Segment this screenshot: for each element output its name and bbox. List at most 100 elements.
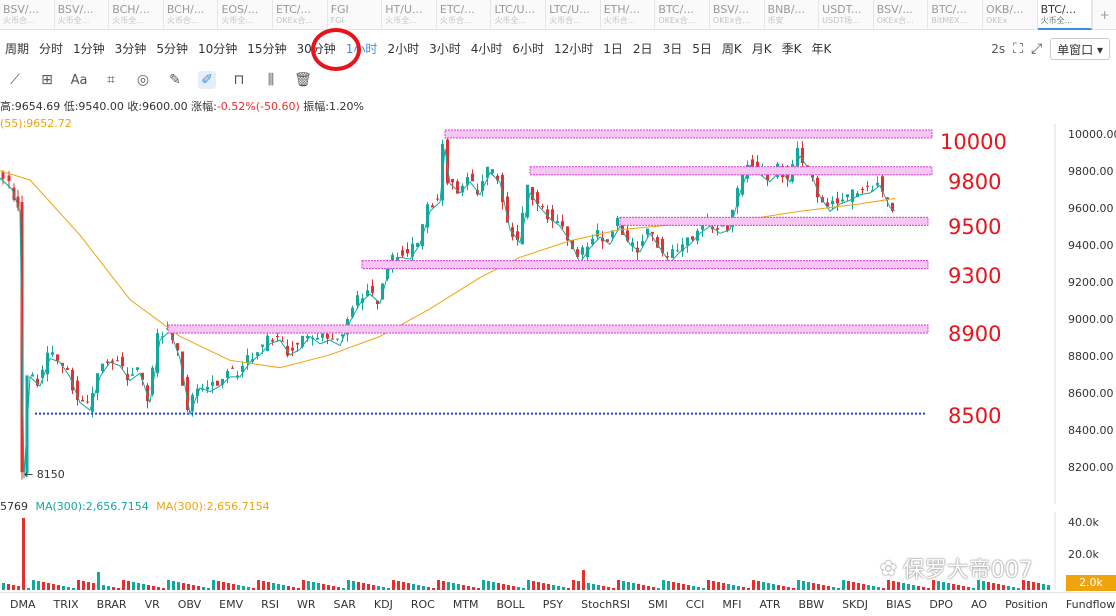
period-option[interactable]: 周K <box>721 41 742 56</box>
draw-pencil-icon[interactable]: ✐ <box>198 71 216 89</box>
symbol-tab[interactable]: BTC/... BitMEX... <box>928 0 983 30</box>
indicator-tab[interactable]: KDJ <box>373 598 393 611</box>
indicator-tab[interactable]: BRAR <box>96 598 127 611</box>
tab-name: EOS/... <box>221 3 259 16</box>
volume-bar <box>792 588 795 590</box>
indicator-tab[interactable]: AO <box>971 598 988 611</box>
indicator-tab[interactable]: SMI <box>648 598 668 611</box>
volume-bar <box>317 583 320 590</box>
volume-chart[interactable] <box>0 512 1116 590</box>
indicator-tab[interactable]: OBV <box>177 598 202 611</box>
period-option[interactable]: 1日 <box>603 41 623 56</box>
window-mode-select[interactable]: 单窗口 ▾ <box>1050 38 1110 60</box>
indicator-tab[interactable]: SAR <box>333 598 356 611</box>
symbol-tab[interactable]: LTC/U... 火币全... <box>491 0 547 30</box>
period-option[interactable]: 5分钟 <box>156 41 188 56</box>
period-option[interactable]: 月K <box>751 41 772 56</box>
magnet-icon[interactable]: ◎ <box>136 72 150 88</box>
indicator-tab[interactable]: MTM <box>452 598 479 611</box>
symbol-tab[interactable]: LTC/U... 火币合... <box>546 0 601 30</box>
period-option[interactable]: 分时 <box>39 41 64 56</box>
symbol-tab[interactable]: BSV/... OKEx合... <box>874 0 929 30</box>
indicator-tab[interactable]: Fundflow <box>1065 598 1116 611</box>
period-option[interactable]: 年K <box>811 41 832 56</box>
symbol-tab[interactable]: HT/U... 火币全... <box>382 0 437 30</box>
candle-body <box>726 222 729 231</box>
symbol-tab[interactable]: BCH/... 火币全... <box>109 0 164 30</box>
indicator-tab[interactable]: BBW <box>798 598 825 611</box>
indicator-tab[interactable]: WR <box>297 598 316 611</box>
period-option[interactable]: 10分钟 <box>197 41 238 56</box>
indicator-tab[interactable]: StochRSI <box>581 598 631 611</box>
ma-slow-line <box>0 170 896 369</box>
crosshair-icon[interactable]: ⊞ <box>41 72 53 88</box>
indicator-tab[interactable]: BOLL <box>496 598 525 611</box>
volume-bar <box>257 580 260 590</box>
symbol-tab[interactable]: USDT... USDT场... <box>819 0 874 30</box>
indicator-tab[interactable]: ROC <box>410 598 435 611</box>
period-option[interactable]: 3小时 <box>429 41 461 56</box>
candle-body <box>171 331 174 340</box>
text-tool-icon[interactable]: Aa <box>70 72 88 88</box>
indicator-tab[interactable]: EMV <box>219 598 244 611</box>
candlestick-chart[interactable] <box>0 124 1116 504</box>
indicator-tab[interactable]: DMA <box>10 598 36 611</box>
indicator-tab[interactable]: Position <box>1005 598 1048 611</box>
indicator-tab[interactable]: TRIX <box>53 598 79 611</box>
symbol-tab[interactable]: BSV/... OKEx合... <box>710 0 765 30</box>
period-option[interactable]: 周期 <box>5 41 30 56</box>
indicator-tab[interactable]: PSY <box>542 598 564 611</box>
symbol-tab[interactable]: BNB/... 币安 <box>765 0 820 30</box>
lock-icon[interactable]: ⊓ <box>233 72 245 88</box>
measure-icon[interactable]: ⌗ <box>107 72 115 88</box>
indicator-icon[interactable]: ⫼ <box>267 72 275 88</box>
period-option[interactable]: 6小时 <box>512 41 544 56</box>
low-value: 低:9540.00 <box>63 100 124 113</box>
volume-bar <box>962 586 965 590</box>
period-option[interactable]: 1分钟 <box>73 41 105 56</box>
symbol-tab[interactable]: BSV/... 火币合... <box>0 0 55 30</box>
symbol-tab[interactable]: FGI FGI <box>328 0 383 30</box>
symbol-tab[interactable]: BTC/... OKEx合... <box>655 0 710 30</box>
symbol-tab[interactable]: ETC/... 火币合... <box>437 0 492 30</box>
indicator-tab[interactable]: CCI <box>685 598 705 611</box>
fullscreen-icon[interactable]: ⛶ <box>1013 41 1023 57</box>
period-option[interactable]: 3分钟 <box>114 41 147 56</box>
volume-bar <box>782 586 785 590</box>
symbol-tab[interactable]: BSV/... 火币全... <box>55 0 110 30</box>
symbol-tab[interactable]: OKB/... OKEx <box>983 0 1038 30</box>
symbol-tab[interactable]: BCH/... 火币合... <box>164 0 219 30</box>
add-tab-button[interactable]: + <box>1092 0 1116 30</box>
indicator-tab[interactable]: VR <box>144 598 160 611</box>
candle-body <box>301 335 304 347</box>
tab-exchange: OKEx合... <box>712 16 750 25</box>
indicator-tab[interactable]: SKDJ <box>842 598 868 611</box>
volume-bar <box>342 588 345 590</box>
symbol-tab[interactable]: EOS/... 火币全... <box>218 0 274 30</box>
indicator-tab[interactable]: RSI <box>261 598 279 611</box>
line-tool-icon[interactable]: ⟋ <box>10 72 20 88</box>
period-option[interactable]: 3日 <box>662 41 683 56</box>
ruler-icon[interactable]: ✎ <box>169 72 181 88</box>
indicator-tab[interactable]: BIAS <box>886 598 912 611</box>
period-option[interactable]: 15分钟 <box>247 41 287 56</box>
trash-icon[interactable]: 🗑 <box>294 72 312 88</box>
volume-bar <box>547 584 550 590</box>
symbol-tab[interactable]: ETC/... OKEx合... <box>273 0 328 30</box>
period-option[interactable]: 5日 <box>692 41 712 56</box>
period-option[interactable]: 12小时 <box>554 41 594 56</box>
symbol-tab[interactable]: ETH/... 火币合... <box>601 0 656 30</box>
tab-exchange: 火币全... <box>221 16 254 25</box>
period-option[interactable]: 2小时 <box>387 41 420 56</box>
indicator-tab[interactable]: DPO <box>929 598 954 611</box>
refresh-interval-badge[interactable]: 2s <box>991 42 1006 56</box>
period-option[interactable]: 季K <box>781 41 802 56</box>
candle-body <box>71 369 74 391</box>
symbol-tab[interactable]: BTC/... 火币全... <box>1037 0 1093 30</box>
indicator-tab[interactable]: ATR <box>759 598 781 611</box>
period-option[interactable]: 4小时 <box>470 41 503 56</box>
indicator-tab[interactable]: MFI <box>722 598 742 611</box>
period-option[interactable]: 2日 <box>632 41 653 56</box>
expand-icon[interactable]: ⤢ <box>1030 41 1043 57</box>
volume-bar <box>452 583 455 590</box>
